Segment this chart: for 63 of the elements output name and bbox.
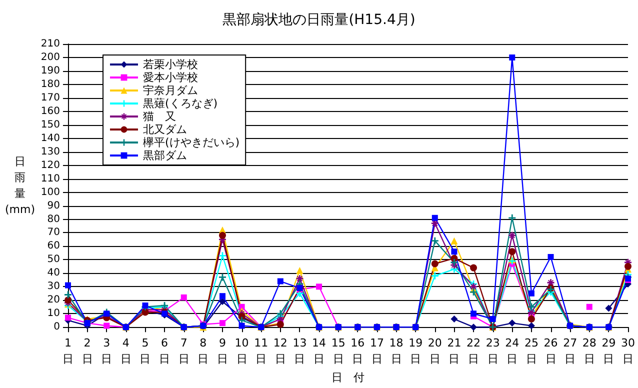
x-tick-label: 1日 bbox=[62, 336, 74, 366]
y-tick-label: 100 bbox=[40, 186, 60, 198]
x-tick-label: 15日 bbox=[331, 336, 346, 366]
legend-label: 宇奈月ダム bbox=[143, 84, 198, 97]
y-tick-label: 50 bbox=[47, 254, 60, 266]
legend-label: 欅平(けやきだいら) bbox=[143, 136, 240, 149]
y-tick-label: 70 bbox=[47, 227, 60, 238]
y-tick-label: 210 bbox=[40, 38, 60, 50]
x-tick-label: 2日 bbox=[82, 336, 93, 366]
y-tick-label: 80 bbox=[47, 214, 60, 225]
x-tick-label: 29日 bbox=[602, 336, 616, 366]
x-tick-label: 10日 bbox=[234, 336, 249, 366]
x-tick-label: 24日 bbox=[505, 336, 520, 366]
x-tick-label: 14日 bbox=[312, 336, 326, 366]
x-tick-label: 30日 bbox=[621, 336, 635, 366]
x-tick-label: 5日 bbox=[140, 336, 151, 366]
x-tick-label: 6日 bbox=[159, 336, 170, 366]
x-axis-title: 日 付 bbox=[332, 371, 364, 384]
x-tick-label: 25日 bbox=[524, 336, 538, 366]
y-tick-label: 30 bbox=[47, 281, 60, 292]
x-tick-label: 13日 bbox=[292, 336, 307, 366]
y-tick-label: 60 bbox=[47, 240, 60, 252]
y-tick-label: 200 bbox=[40, 52, 60, 63]
x-tick-label: 26日 bbox=[544, 336, 558, 366]
legend-label: 愛本小学校 bbox=[143, 71, 198, 84]
x-tick-label: 4日 bbox=[120, 336, 132, 366]
x-tick-label: 7日 bbox=[178, 336, 190, 366]
legend-label: 北又ダム bbox=[143, 123, 187, 136]
y-axis-title: 日雨量(mm) bbox=[4, 155, 36, 216]
x-tick-label: 19日 bbox=[408, 336, 423, 366]
x-tick-label: 3日 bbox=[101, 336, 112, 366]
x-tick-label: 22日 bbox=[466, 336, 481, 366]
y-tick-label: 170 bbox=[40, 92, 60, 104]
y-tick-label: 10 bbox=[47, 308, 60, 320]
y-tick-label: 120 bbox=[40, 160, 60, 171]
y-tick-label: 20 bbox=[47, 294, 60, 306]
x-tick-label: 20日 bbox=[428, 336, 442, 366]
x-tick-label: 12日 bbox=[273, 336, 288, 366]
x-tick-label: 17日 bbox=[370, 336, 384, 366]
x-tick-label: 16日 bbox=[350, 336, 365, 366]
y-tick-label: 140 bbox=[40, 132, 60, 144]
y-tick-label: 130 bbox=[40, 146, 60, 158]
legend-label: 若栗小学校 bbox=[143, 58, 198, 71]
x-tick-label: 11日 bbox=[254, 336, 268, 366]
x-tick-label: 27日 bbox=[563, 336, 578, 366]
y-tick-label: 150 bbox=[40, 119, 60, 130]
x-tick-label: 23日 bbox=[486, 336, 500, 366]
legend-label: 黒部ダム bbox=[143, 149, 187, 162]
x-tick-label: 8日 bbox=[198, 336, 209, 366]
y-tick-label: 160 bbox=[40, 106, 60, 117]
y-tick-label: 190 bbox=[40, 65, 60, 76]
y-tick-label: 0 bbox=[54, 322, 60, 333]
x-tick-label: 18日 bbox=[389, 336, 404, 366]
chart-title: 黒部扇状地の日雨量(H15.4月) bbox=[222, 12, 416, 28]
legend-label: 黒薙(くろなぎ) bbox=[143, 97, 218, 110]
x-tick-label: 28日 bbox=[582, 336, 596, 366]
x-tick-label: 9日 bbox=[216, 336, 228, 366]
x-tick-label: 21日 bbox=[447, 336, 462, 366]
legend-label: 猫 又 bbox=[143, 110, 176, 123]
y-tick-label: 40 bbox=[47, 268, 60, 279]
y-tick-label: 90 bbox=[47, 200, 60, 212]
y-tick-label: 110 bbox=[40, 173, 60, 184]
y-tick-label: 180 bbox=[40, 78, 60, 90]
